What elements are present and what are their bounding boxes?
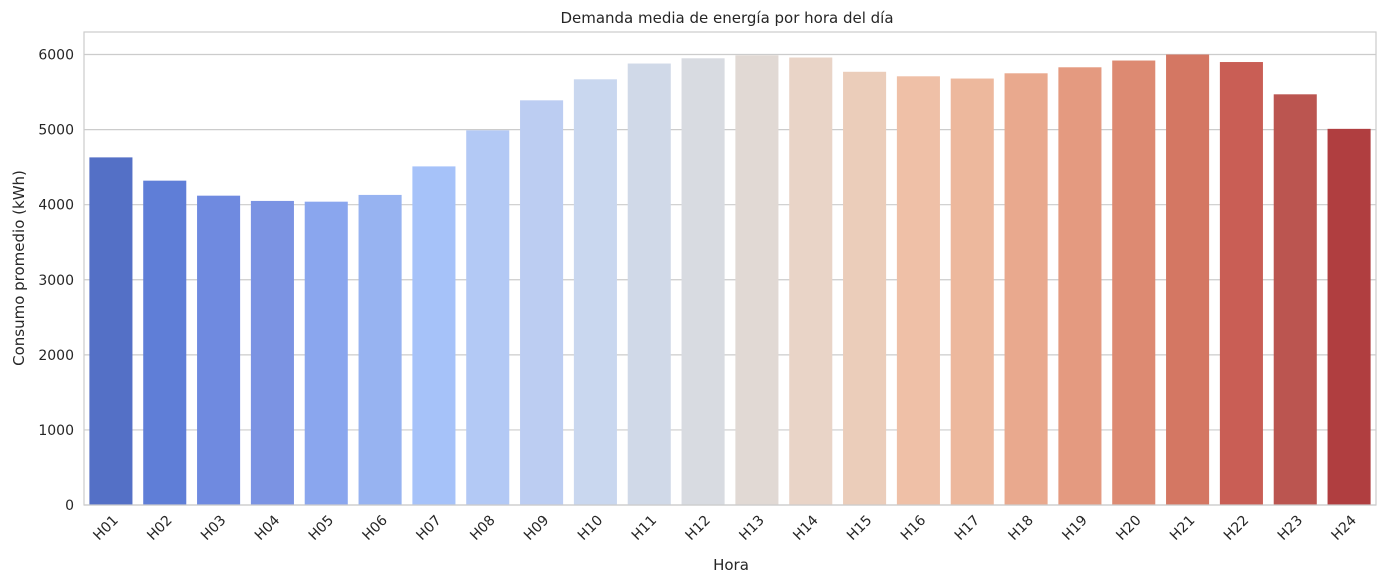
bar-h22 (1219, 62, 1263, 506)
y-tick-label: 4000 (38, 198, 74, 214)
bar-h09 (520, 100, 564, 506)
bar-h02 (143, 180, 187, 505)
y-axis-label: Consumo promedio (kWh) (10, 170, 28, 366)
grid-lines (84, 53, 1376, 506)
x-tick-label: H07 (413, 513, 444, 544)
y-axis-ticks: 0 1000 2000 3000 4000 5000 6000 (38, 48, 74, 514)
bar-h19 (1058, 67, 1102, 506)
bar-h23 (1273, 94, 1317, 506)
bar-h10 (573, 79, 617, 506)
x-tick-label: H23 (1275, 513, 1306, 544)
bar-h14 (789, 57, 833, 506)
bar-h05 (304, 201, 348, 505)
y-tick-label: 6000 (38, 48, 74, 64)
bar-h07 (412, 166, 456, 505)
bar-h13 (735, 55, 779, 506)
bars (89, 54, 1371, 506)
bar-h11 (627, 63, 671, 506)
bar-h17 (950, 78, 994, 506)
bar-h18 (1004, 73, 1048, 506)
x-tick-label: H24 (1329, 512, 1360, 543)
x-tick-label: H22 (1221, 513, 1252, 544)
x-tick-label: H15 (844, 513, 875, 544)
bar-h16 (896, 76, 940, 506)
x-tick-label: H04 (252, 512, 283, 543)
x-tick-label: H11 (629, 513, 660, 544)
bar-h06 (358, 194, 402, 505)
x-tick-label: H21 (1167, 513, 1198, 544)
x-tick-label: H18 (1006, 513, 1037, 544)
bar-h20 (1112, 60, 1156, 506)
bar-h01 (89, 157, 133, 505)
x-tick-label: H08 (467, 513, 498, 544)
bar-h03 (197, 195, 241, 505)
x-tick-label: H06 (360, 512, 391, 543)
y-tick-label: 3000 (38, 273, 74, 289)
y-tick-label: 0 (65, 498, 74, 514)
bar-h04 (250, 200, 294, 505)
plot-frame (83, 31, 1377, 506)
x-tick-label: H09 (521, 513, 552, 544)
x-tick-label: H14 (790, 512, 821, 543)
x-axis-label: Hora (713, 556, 749, 574)
bar-h24 (1327, 128, 1371, 505)
y-tick-label: 2000 (38, 348, 74, 364)
x-tick-label: H10 (575, 513, 606, 544)
x-tick-label: H05 (306, 513, 337, 544)
x-tick-label: H13 (736, 513, 767, 544)
y-tick-label: 1000 (38, 423, 74, 439)
bar-h08 (466, 130, 510, 505)
bar-h21 (1166, 54, 1210, 506)
x-tick-label: H02 (144, 513, 175, 544)
bar-h12 (681, 58, 725, 506)
y-tick-label: 5000 (38, 123, 74, 139)
x-tick-label: H12 (683, 513, 714, 544)
x-tick-label: H03 (198, 513, 229, 544)
bar-h15 (843, 71, 887, 506)
x-tick-label: H16 (898, 512, 929, 543)
x-axis-ticks: H01 H02 H03 H04 H05 H06 H07 H08 H09 H10 H11 H12 H13 H… (90, 512, 1360, 543)
x-tick-label: H01 (90, 513, 121, 544)
x-tick-label: H19 (1059, 513, 1090, 544)
chart-title: Demanda media de energía por hora del dí… (560, 9, 893, 27)
x-tick-label: H20 (1113, 513, 1144, 544)
x-tick-label: H17 (952, 513, 983, 544)
